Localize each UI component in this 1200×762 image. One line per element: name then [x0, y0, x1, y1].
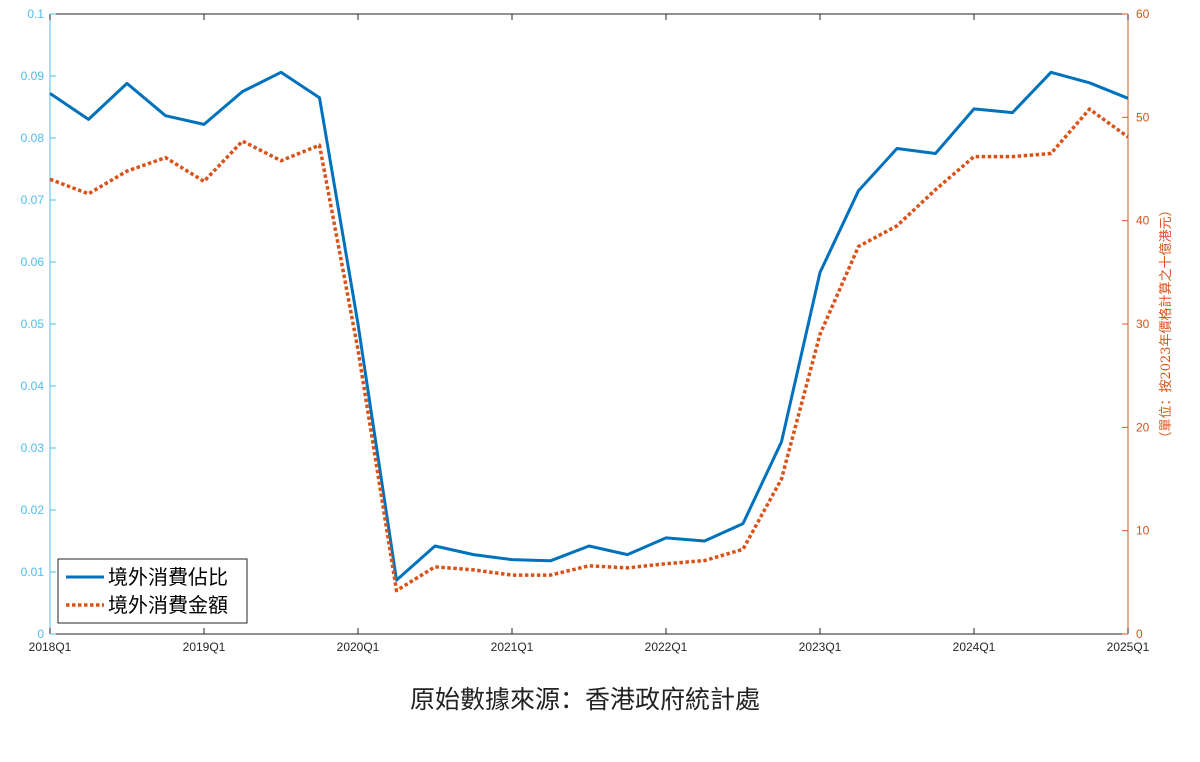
left-y-tick-label: 0.02: [21, 503, 45, 517]
x-tick-label: 2023Q1: [799, 640, 842, 654]
left-y-axis-ticks: 0 0.01 0.02 0.03 0.04 0.05 0.06 0.07 0.08 0.09 0.1: [21, 7, 56, 641]
right-y-tick-label: 0: [1136, 627, 1143, 641]
legend-label-share: 境外消費佔比: [108, 565, 228, 589]
plot-frame: [49, 13, 1129, 635]
left-y-tick-label: 0.08: [21, 131, 45, 145]
left-y-tick-label: 0: [37, 627, 44, 641]
x-tick-label: 2019Q1: [183, 640, 226, 654]
left-y-tick-label: 0.03: [21, 441, 45, 455]
legend: 境外消費佔比 境外消費金額: [57, 558, 248, 624]
left-y-tick-label: 0.05: [21, 317, 45, 331]
right-y-tick-label: 10: [1136, 524, 1150, 538]
legend-box: [57, 558, 248, 624]
x-tick-label: 2024Q1: [953, 640, 996, 654]
x-tick-label: 2022Q1: [645, 640, 688, 654]
right-y-tick-label: 60: [1136, 7, 1150, 21]
right-y-tick-label: 20: [1136, 420, 1150, 434]
left-y-tick-label: 0.09: [21, 69, 45, 83]
series-layer: [49, 70, 1130, 593]
left-y-tick-label: 0.06: [21, 255, 45, 269]
left-y-tick-label: 0.04: [21, 379, 45, 393]
left-y-tick-label: 0.01: [21, 565, 45, 579]
right-y-axis-label: （單位：按2023年價格計算之十億港元）: [1158, 203, 1174, 444]
x-tick-label: 2018Q1: [29, 640, 72, 654]
series-line-share: [49, 70, 1129, 582]
right-y-tick-label: 50: [1136, 110, 1150, 124]
right-y-axis-ticks: 0 10 20 30 40 50 60: [1122, 7, 1150, 641]
x-tick-label: 2020Q1: [337, 640, 380, 654]
right-y-tick-label: 30: [1136, 317, 1150, 331]
x-tick-label: 2025Q1: [1107, 640, 1150, 654]
left-y-tick-label: 0.1: [27, 7, 44, 21]
source-note: 原始數據來源：香港政府統計處: [409, 685, 760, 714]
x-tick-label: 2021Q1: [491, 640, 534, 654]
legend-label-amount: 境外消費金額: [108, 593, 228, 617]
right-y-tick-label: 40: [1136, 214, 1150, 228]
line-chart: 2018Q1 2019Q1 2020Q1 2021Q1 2022Q1 2023Q1 2024…: [21, 7, 1174, 654]
series-line-amount: [49, 107, 1130, 593]
left-y-tick-label: 0.07: [21, 193, 45, 207]
x-axis-ticks: 2018Q1 2019Q1 2020Q1 2021Q1 2022Q1 2023Q1 2024…: [29, 14, 1150, 654]
